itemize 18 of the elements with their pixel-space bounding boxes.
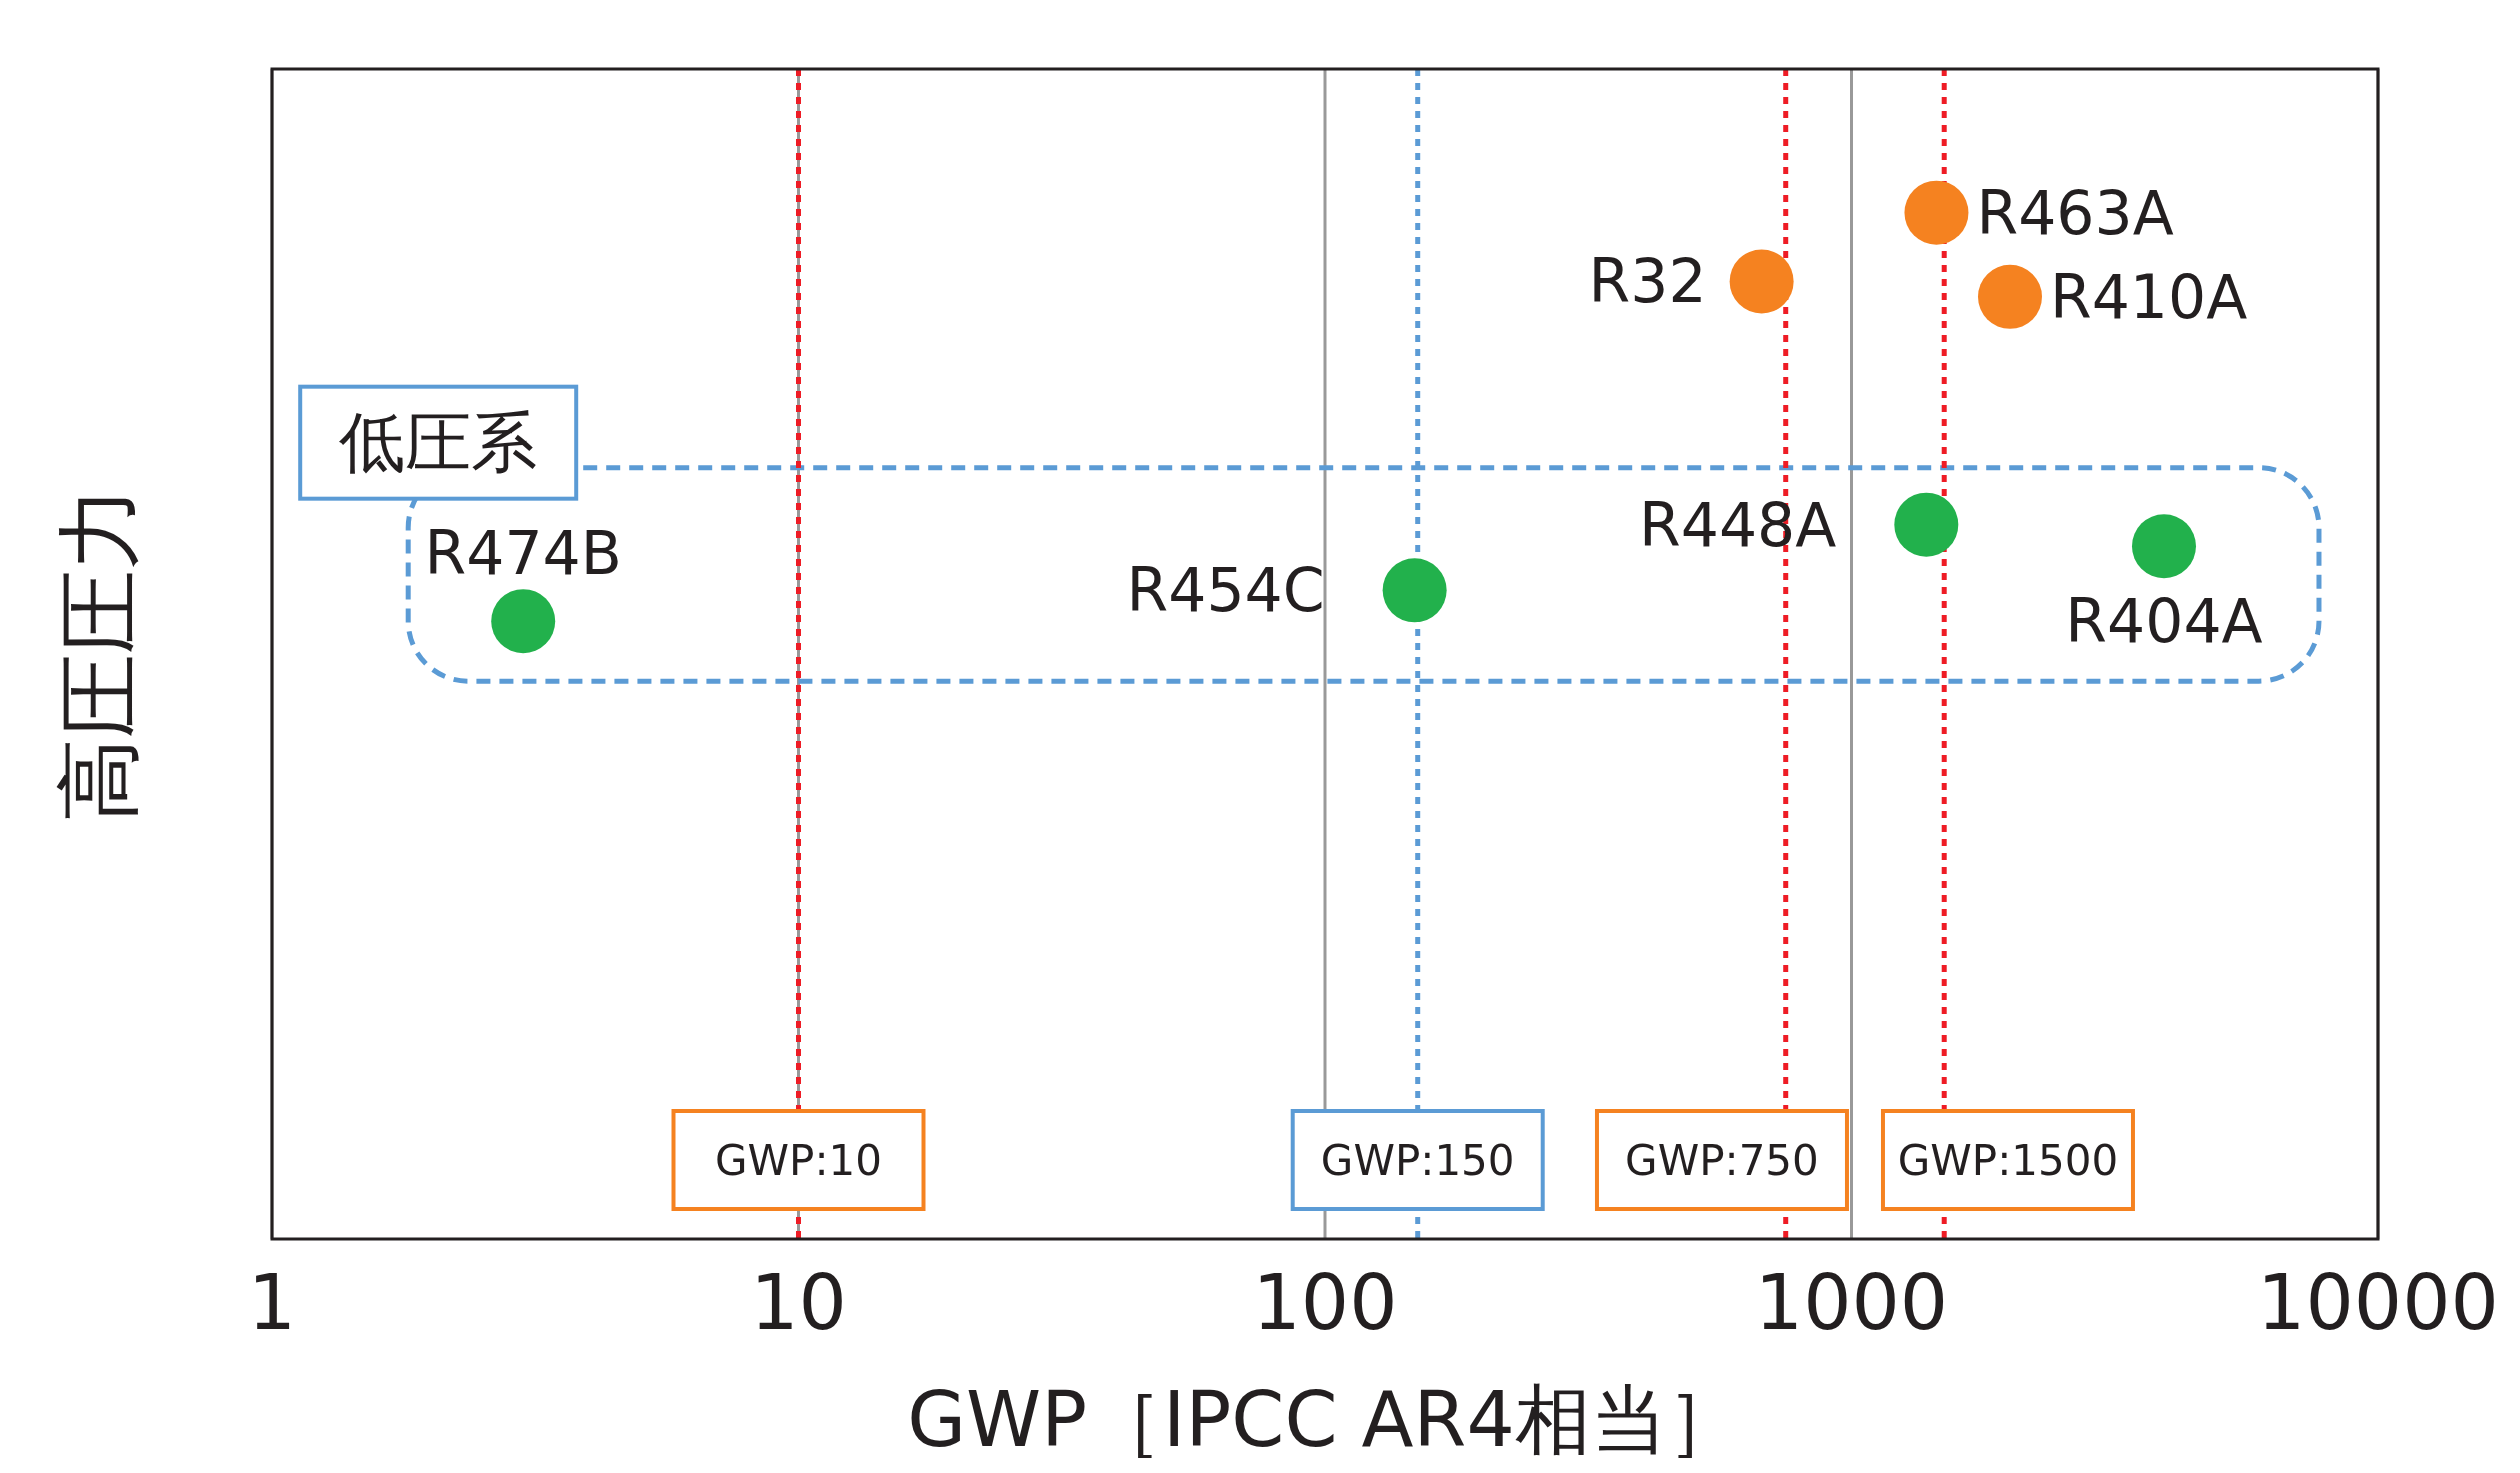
annotation: 低圧系 bbox=[339, 404, 538, 482]
ref-line-label: GWP:1500 bbox=[1897, 1135, 2119, 1185]
annotation: R463A bbox=[1976, 177, 2174, 248]
y-axis-title: 高圧圧力 bbox=[50, 486, 148, 822]
x-tick-label: 100 bbox=[1252, 1258, 1398, 1347]
annotation: R32 bbox=[1588, 246, 1707, 317]
annotation: R448A bbox=[1639, 489, 1837, 560]
x-tick-label: 10 bbox=[750, 1258, 847, 1347]
ref-line-label: GWP:150 bbox=[1320, 1135, 1515, 1185]
annotation: R404A bbox=[2065, 586, 2263, 657]
annotation: R454C bbox=[1126, 555, 1325, 626]
ref-line-label: GWP:750 bbox=[1625, 1135, 1819, 1185]
x-tick-label: 10000 bbox=[2257, 1258, 2499, 1347]
x-tick-label: 1000 bbox=[1754, 1258, 1949, 1347]
x-tick-label: 1 bbox=[247, 1258, 297, 1347]
annotation: R474B bbox=[424, 518, 622, 589]
ref-line-label: GWP:10 bbox=[715, 1135, 882, 1185]
annotation: R410A bbox=[2049, 261, 2248, 332]
